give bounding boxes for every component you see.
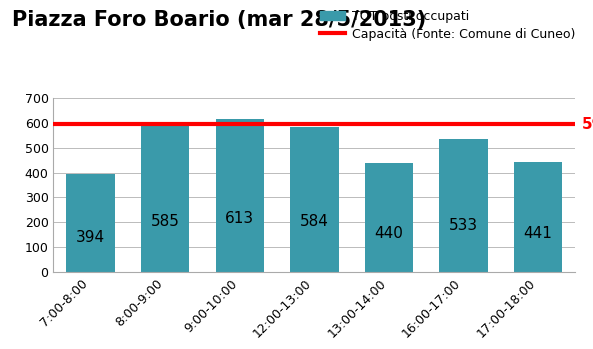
Text: 441: 441 bbox=[524, 226, 552, 241]
Bar bbox=[66, 174, 115, 272]
Legend: TOT posti occupati, Capacità (Fonte: Comune di Cuneo): TOT posti occupati, Capacità (Fonte: Com… bbox=[320, 10, 575, 41]
Bar bbox=[514, 162, 562, 272]
Bar bbox=[290, 127, 339, 272]
Bar bbox=[215, 119, 264, 272]
Text: Piazza Foro Boario (mar 28/5/2013): Piazza Foro Boario (mar 28/5/2013) bbox=[12, 10, 426, 30]
Text: 594: 594 bbox=[582, 117, 593, 132]
Bar bbox=[141, 126, 189, 272]
Text: 584: 584 bbox=[300, 214, 329, 229]
Text: 585: 585 bbox=[151, 214, 180, 229]
Bar bbox=[439, 139, 487, 272]
Text: 394: 394 bbox=[76, 230, 105, 245]
Text: 440: 440 bbox=[374, 227, 403, 241]
Text: 533: 533 bbox=[449, 218, 478, 233]
Text: 613: 613 bbox=[225, 211, 254, 226]
Bar bbox=[365, 163, 413, 272]
